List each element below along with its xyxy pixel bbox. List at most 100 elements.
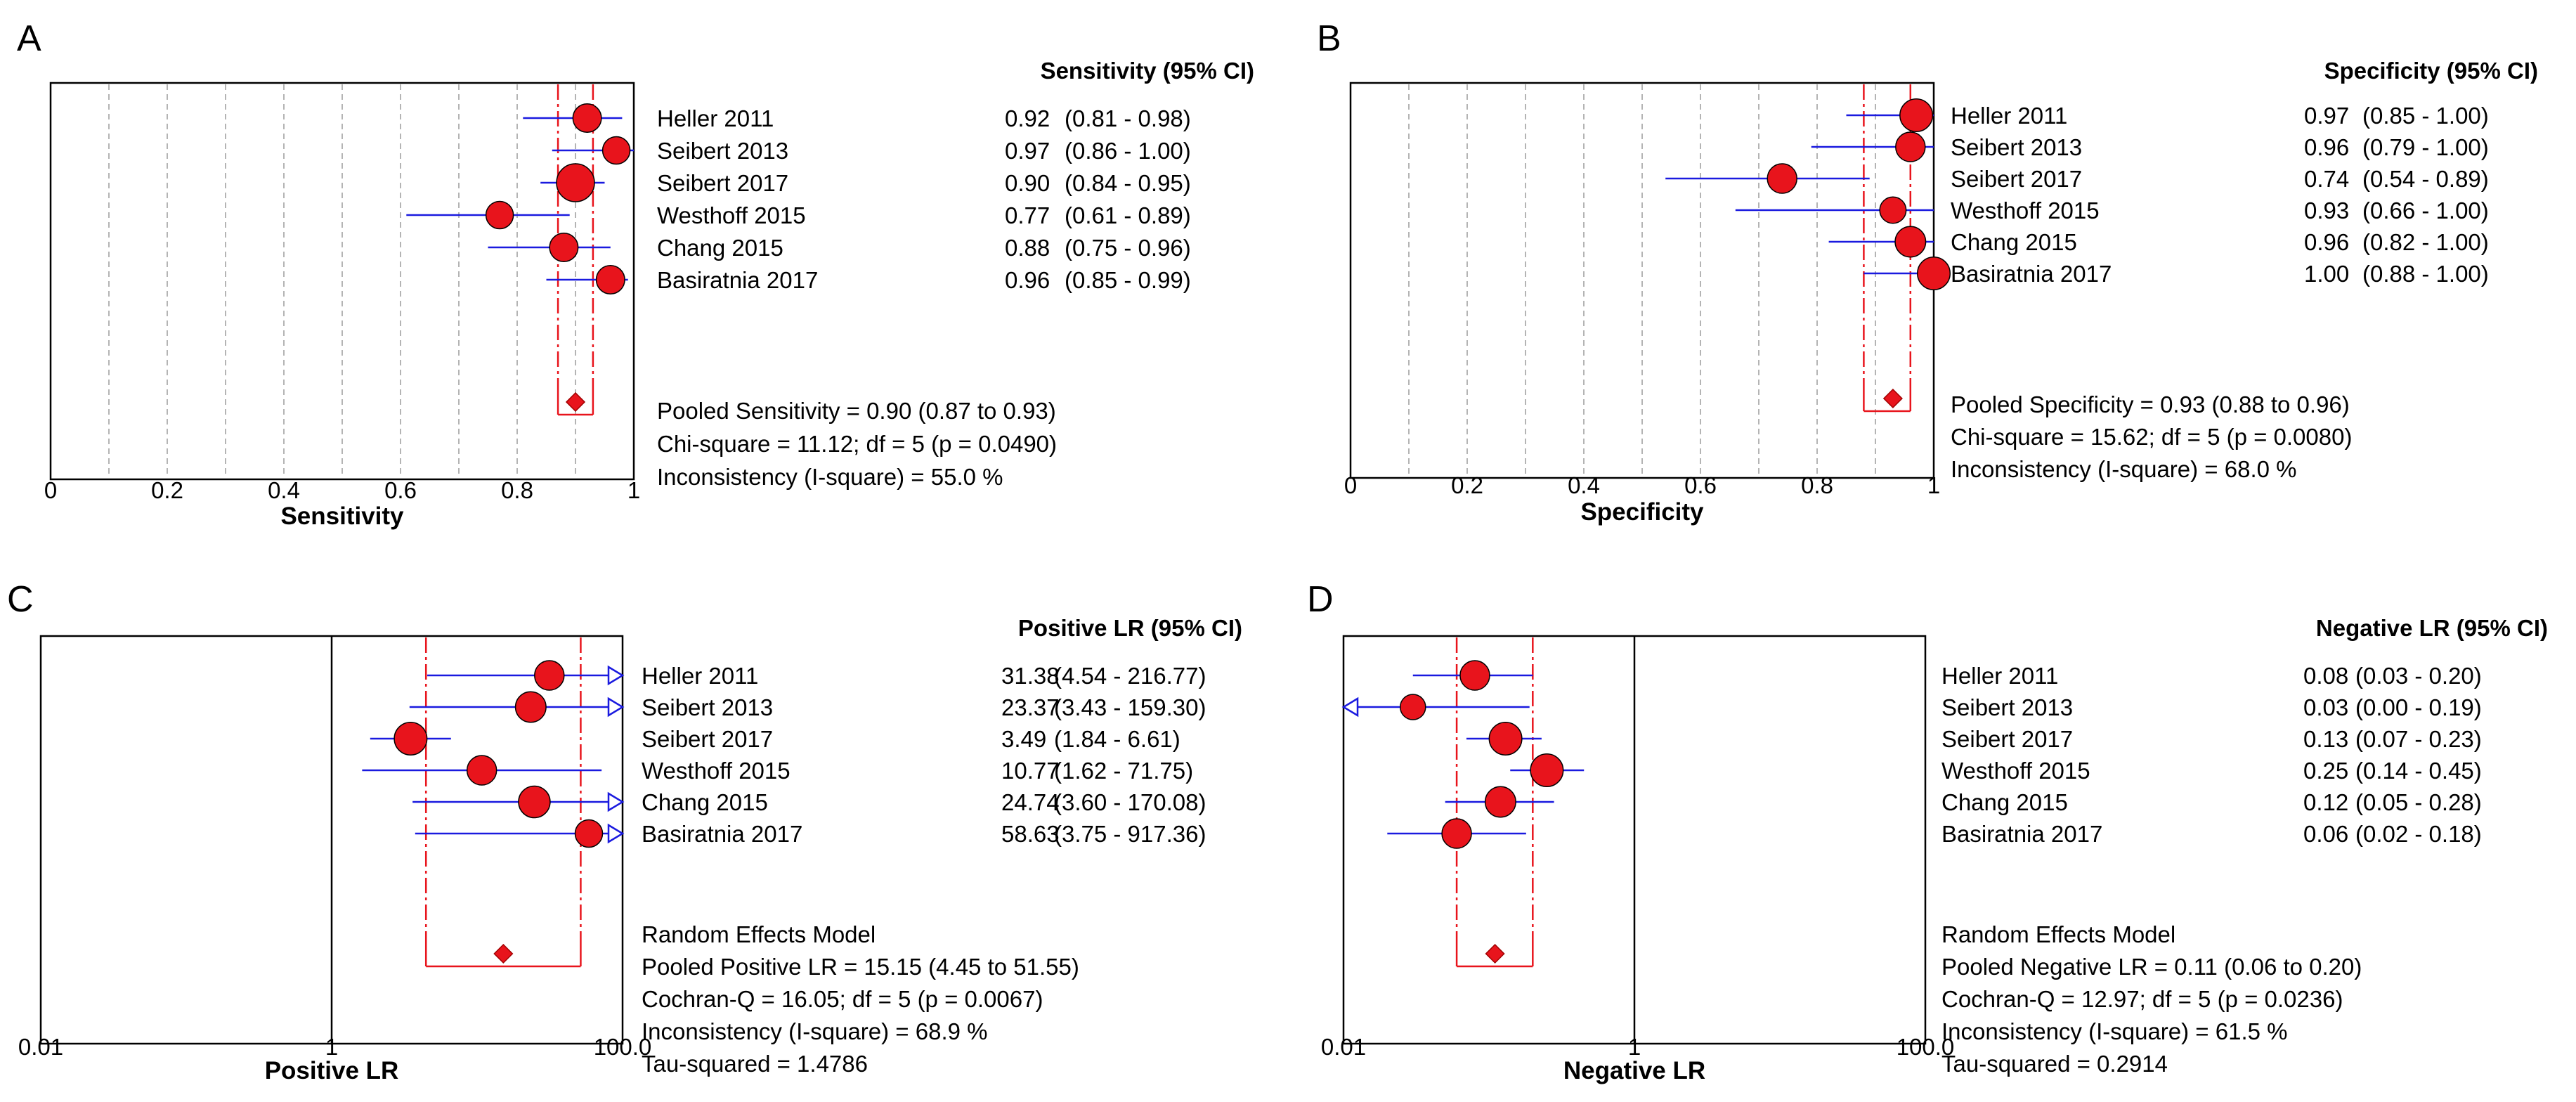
study-ci: (0.07 - 0.23) — [2355, 726, 2482, 752]
study-name: Seibert 2017 — [1941, 726, 2073, 752]
forest-panel-a: A Sensitivity (95% CI) Heller 2011 0.92 (0.8… — [17, 18, 1254, 530]
study-estimate: 0.13 — [2303, 726, 2348, 752]
x-tick-label: 100.0 — [594, 1034, 652, 1060]
x-tick-label: 0 — [44, 477, 57, 503]
study-name: Seibert 2013 — [1941, 694, 2073, 720]
forest-panel-d: D Negative LR (95% CI) Heller 2011 0.08 (0.0… — [1307, 579, 2548, 1084]
study-point — [549, 233, 579, 262]
summary-line: Tau-squared = 1.4786 — [642, 1051, 868, 1077]
x-tick-label: 0 — [1344, 472, 1357, 498]
study-ci: (3.75 - 917.36) — [1054, 821, 1206, 847]
study-ci: (3.43 - 159.30) — [1054, 694, 1206, 720]
study-point — [1899, 98, 1934, 132]
pooled-estimate-diamond — [1882, 388, 1903, 409]
study-name: Seibert 2013 — [657, 138, 788, 164]
study-estimate: 10.77 — [1001, 758, 1060, 784]
panel-label: C — [7, 579, 34, 620]
x-tick-label: 0.4 — [268, 477, 300, 503]
x-axis-label: Specificity — [1580, 498, 1704, 526]
study-ci: (0.86 - 1.00) — [1065, 138, 1191, 164]
summary-line: Random Effects Model — [1941, 921, 2175, 947]
x-tick-label: 1 — [325, 1034, 338, 1060]
summary-line: Inconsistency (I-square) = 61.5 % — [1941, 1018, 2288, 1044]
study-point — [466, 755, 497, 786]
study-point — [1400, 694, 1426, 720]
study-ci: (0.75 - 0.96) — [1065, 235, 1191, 261]
pooled-estimate-diamond — [1485, 943, 1505, 964]
pooled-estimate-diamond — [493, 943, 514, 964]
study-estimate: 23.37 — [1001, 694, 1060, 720]
panel-label: B — [1317, 18, 1341, 59]
study-estimate: 0.88 — [1005, 235, 1050, 261]
x-tick-label: 0.2 — [1451, 472, 1483, 498]
study-estimate: 0.96 — [1005, 267, 1050, 293]
study-estimate: 24.74 — [1001, 789, 1060, 815]
study-ci: (0.00 - 0.19) — [2355, 694, 2482, 720]
study-name: Westhoff 2015 — [1951, 197, 2100, 223]
study-ci: (0.03 - 0.20) — [2355, 663, 2482, 689]
study-point — [1530, 753, 1564, 787]
study-point — [601, 136, 631, 165]
forest-panel-c: C Positive LR (95% CI) Heller 2011 31.38(4.… — [7, 579, 1242, 1084]
study-name: Westhoff 2015 — [657, 202, 806, 228]
x-tick-label: 0.01 — [18, 1034, 63, 1060]
study-ci: (0.84 - 0.95) — [1065, 170, 1191, 196]
pooled-estimate-diamond — [565, 391, 586, 413]
study-ci: (3.60 - 170.08) — [1054, 789, 1206, 815]
study-ci: (0.05 - 0.28) — [2355, 789, 2482, 815]
study-name: Chang 2015 — [1951, 229, 2077, 255]
x-tick-label: 0.2 — [151, 477, 183, 503]
study-point — [595, 265, 625, 294]
study-estimate: 0.03 — [2303, 694, 2348, 720]
summary-line: Cochran-Q = 12.97; df = 5 (p = 0.0236) — [1941, 986, 2343, 1012]
ci-arrow-right — [607, 791, 625, 812]
study-name: Basiratnia 2017 — [1951, 261, 2112, 287]
x-tick-label: 1 — [627, 477, 640, 503]
study-point — [485, 200, 514, 230]
study-estimate: 0.08 — [2303, 663, 2348, 689]
x-tick-label: 0.8 — [501, 477, 533, 503]
study-ci: (4.54 - 216.77) — [1054, 663, 1206, 689]
study-name: Westhoff 2015 — [1941, 758, 2090, 784]
study-ci: (0.66 - 1.00) — [2362, 197, 2489, 223]
study-point — [1895, 131, 1926, 162]
summary-line: Pooled Sensitivity = 0.90 (0.87 to 0.93) — [657, 398, 1056, 424]
x-tick-label: 1 — [1927, 472, 1940, 498]
study-ci: (0.82 - 1.00) — [2362, 229, 2489, 255]
study-estimate: 1.00 — [2304, 261, 2349, 287]
x-tick-label: 0.6 — [1684, 472, 1717, 498]
plot-frame — [49, 82, 635, 481]
study-name: Heller 2011 — [657, 105, 774, 131]
summary-line: Pooled Specificity = 0.93 (0.88 to 0.96) — [1951, 391, 2350, 417]
summary-line: Pooled Negative LR = 0.11 (0.06 to 0.20) — [1941, 954, 2362, 980]
x-tick-label: 0.01 — [1321, 1034, 1366, 1060]
study-point — [1459, 660, 1490, 691]
x-tick-label: 0.8 — [1801, 472, 1833, 498]
ci-arrow-right — [607, 665, 625, 686]
study-estimate: 0.77 — [1005, 202, 1050, 228]
study-point — [1484, 786, 1516, 818]
study-point — [1917, 257, 1951, 290]
study-estimate: 0.92 — [1005, 105, 1050, 131]
plot-frame — [1349, 82, 1935, 479]
study-point — [1488, 722, 1523, 756]
study-point — [534, 660, 565, 691]
study-ci: (0.14 - 0.45) — [2355, 758, 2482, 784]
study-name: Seibert 2013 — [1951, 134, 2082, 160]
study-estimate: 58.63 — [1001, 821, 1060, 847]
x-axis-label: Negative LR — [1563, 1057, 1705, 1084]
study-ci: (1.84 - 6.61) — [1054, 726, 1180, 752]
x-tick-label: 100.0 — [1897, 1034, 1955, 1060]
study-point — [556, 163, 595, 202]
study-name: Chang 2015 — [657, 235, 783, 261]
study-ci: (0.02 - 0.18) — [2355, 821, 2482, 847]
study-ci: (1.62 - 71.75) — [1054, 758, 1193, 784]
study-estimate: 3.49 — [1001, 726, 1046, 752]
study-point — [1894, 226, 1927, 258]
study-ci: (0.54 - 0.89) — [2362, 166, 2489, 192]
summary-line: Random Effects Model — [642, 921, 876, 947]
summary-line: Chi-square = 15.62; df = 5 (p = 0.0080) — [1951, 424, 2352, 450]
study-point — [1879, 196, 1907, 224]
study-point — [514, 691, 547, 723]
